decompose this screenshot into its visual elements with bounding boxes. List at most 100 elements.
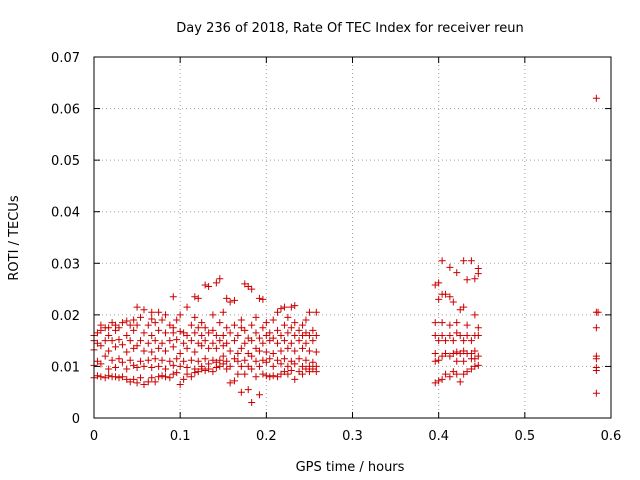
data-point — [205, 344, 213, 352]
data-point — [198, 331, 206, 339]
data-point — [183, 370, 191, 378]
data-point — [201, 355, 209, 363]
data-point — [155, 362, 163, 370]
data-point — [460, 337, 468, 345]
data-point — [169, 361, 177, 369]
data-point — [435, 337, 443, 345]
data-point — [474, 352, 482, 360]
data-point — [209, 326, 217, 334]
data-point — [123, 331, 131, 339]
data-point — [137, 337, 145, 345]
data-point — [594, 308, 602, 316]
data-point — [212, 344, 220, 352]
data-point — [299, 321, 307, 329]
data-point — [592, 352, 600, 360]
data-point — [248, 285, 256, 293]
data-point — [255, 347, 263, 355]
data-point — [97, 321, 105, 329]
y-tick-label: 0.07 — [51, 51, 80, 66]
data-point — [144, 378, 152, 386]
data-point — [280, 337, 288, 345]
data-point — [151, 378, 159, 386]
data-point — [446, 373, 454, 381]
data-point — [259, 339, 267, 347]
data-point — [173, 316, 181, 324]
data-point — [112, 343, 120, 351]
data-point — [248, 337, 256, 345]
data-point — [205, 329, 213, 337]
chart-title: Day 236 of 2018, Rate Of TEC Index for r… — [176, 21, 523, 36]
data-point — [112, 373, 120, 381]
data-point — [259, 370, 267, 378]
data-point — [309, 358, 317, 366]
data-point — [97, 342, 105, 350]
data-point — [274, 308, 282, 316]
data-point — [187, 356, 195, 364]
data-point — [241, 339, 249, 347]
data-point — [140, 329, 148, 337]
data-point — [97, 360, 105, 368]
data-point — [133, 321, 141, 329]
data-point — [123, 348, 131, 356]
data-point — [449, 350, 457, 358]
data-point — [262, 319, 270, 327]
data-point — [148, 348, 156, 356]
data-point — [262, 358, 270, 366]
data-point — [155, 326, 163, 334]
data-point — [226, 329, 234, 337]
data-point — [255, 391, 263, 399]
data-point — [295, 355, 303, 363]
data-point — [105, 331, 113, 339]
data-point — [133, 363, 141, 371]
data-point — [234, 370, 242, 378]
data-point — [471, 362, 479, 370]
data-point — [269, 372, 277, 380]
data-point — [198, 362, 206, 370]
data-point — [435, 279, 443, 287]
data-point — [226, 347, 234, 355]
data-point — [223, 339, 231, 347]
data-point — [460, 257, 468, 265]
data-point — [453, 357, 461, 365]
data-point — [446, 321, 454, 329]
data-point — [162, 329, 170, 337]
data-point — [115, 336, 123, 344]
data-point — [155, 373, 163, 381]
data-point — [438, 257, 446, 265]
data-point — [105, 324, 113, 332]
data-point — [438, 331, 446, 339]
data-point — [176, 327, 184, 335]
data-point — [471, 311, 479, 319]
data-point — [140, 306, 148, 314]
data-point — [453, 319, 461, 327]
data-point — [237, 362, 245, 370]
data-point — [299, 344, 307, 352]
y-tick-labels: 0 0.01 0.02 0.03 0.04 0.05 0.06 0.07 — [51, 51, 80, 427]
data-point — [176, 362, 184, 370]
data-point — [305, 331, 313, 339]
data-point — [592, 324, 600, 332]
data-point — [274, 339, 282, 347]
data-point — [216, 337, 224, 345]
data-point — [446, 263, 454, 271]
data-point — [467, 257, 475, 265]
data-point — [266, 373, 274, 381]
data-point — [262, 372, 270, 380]
data-point — [230, 337, 238, 345]
x-tick-labels: 0 0.1 0.2 0.3 0.4 0.5 0.6 — [90, 429, 621, 444]
data-point — [130, 316, 138, 324]
data-point — [201, 324, 209, 332]
data-point — [453, 348, 461, 356]
data-point — [287, 303, 295, 311]
data-point — [183, 344, 191, 352]
data-point — [284, 344, 292, 352]
x-tick-label: 0.2 — [256, 429, 277, 444]
data-point — [140, 347, 148, 355]
data-point — [259, 295, 267, 303]
data-point — [287, 367, 295, 375]
data-point — [201, 367, 209, 375]
data-point — [284, 329, 292, 337]
data-point — [191, 293, 199, 301]
data-point — [252, 329, 260, 337]
data-point — [194, 324, 202, 332]
